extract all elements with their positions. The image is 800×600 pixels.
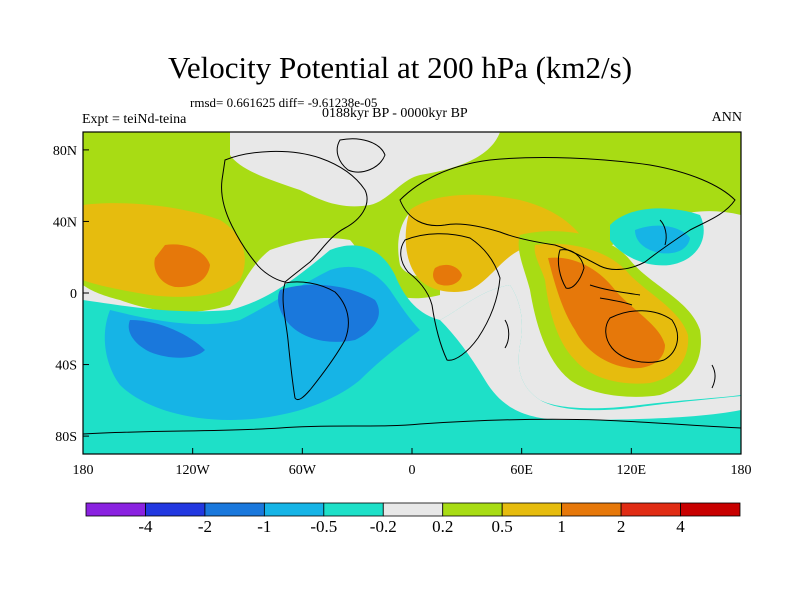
contour-band-neg-1-spacific: [128, 320, 205, 358]
colorbar-label: 0.2: [432, 517, 454, 536]
colorbar-swatch: [442, 502, 503, 517]
coast-south-america: [282, 281, 349, 401]
season-label: ANN: [711, 110, 742, 125]
x-tick-label: 180: [73, 463, 94, 478]
coast-indonesia: [589, 284, 641, 306]
stats-line: rmsd= 0.661625 diff= -9.61238e-05: [190, 95, 378, 110]
x-tick-label: 60W: [289, 463, 317, 478]
y-tick-label: 80S: [55, 430, 77, 445]
x-tick-label: 60E: [510, 463, 533, 478]
contour-band-neg-0-5-japan: [635, 225, 690, 254]
coast-africa: [400, 233, 501, 361]
colorbar-label: 2: [616, 517, 626, 536]
map-title: Velocity Potential at 200 hPa (km2/s): [167, 50, 633, 85]
colorbar-label: 4: [676, 517, 685, 536]
colorbar-swatch: [680, 502, 741, 517]
coast-new-zealand: [711, 364, 716, 389]
colorbar-swatch: [561, 502, 622, 517]
contour-band-neutral-arctic: [230, 132, 500, 207]
coast-greenland: [336, 138, 386, 173]
contour-band-pos-1-pacific-core: [154, 244, 210, 288]
coast-india: [557, 249, 585, 289]
colorbar-swatch: [382, 502, 444, 517]
coast-north-america: [221, 151, 368, 283]
colorbar-label: -4: [138, 517, 153, 536]
x-tick-label: 0: [409, 463, 416, 478]
contour-band-pos-1-africa-core: [433, 264, 462, 286]
y-tick-label: 0: [70, 287, 77, 302]
coast-eurasia: [399, 157, 736, 270]
colorbar-label: 1: [557, 517, 566, 536]
colorbar-label: -2: [197, 517, 212, 536]
colorbar-swatch: [501, 502, 563, 517]
y-tick-label: 40N: [53, 215, 77, 230]
coast-japan: [659, 219, 667, 246]
coastlines: [83, 138, 741, 435]
coast-madagascar: [504, 319, 510, 349]
colorbar-label: -1: [257, 517, 272, 536]
y-tick-label: 40S: [55, 359, 77, 374]
axis-ticks: 180 120W 60W 0 60E 120E 180 80N 40N 0 40S 80S: [53, 144, 752, 478]
coast-antarctica: [83, 418, 741, 435]
colorbar: [85, 502, 741, 517]
colorbar-label: -0.5: [310, 517, 338, 536]
contour-band-neutral-south-atlantic: [440, 285, 741, 420]
x-tick-label: 180: [731, 463, 752, 478]
contour-band-pos-1-indopacific: [548, 257, 665, 369]
colorbar-swatch: [263, 502, 325, 517]
colorbar-swatch: [145, 502, 206, 517]
experiment-label: Expt = teiNd-teina: [82, 112, 187, 127]
colorbar-label: -0.2: [369, 517, 397, 536]
colorbar-swatch: [85, 502, 146, 517]
colorbar-swatch: [323, 502, 384, 517]
x-tick-label: 120E: [617, 463, 647, 478]
colorbar-swatch: [620, 502, 681, 517]
contour-fills: [83, 132, 741, 454]
colorbar-swatch: [204, 502, 265, 517]
colorbar-label: 0.5: [491, 517, 513, 536]
contour-band-neg-1-samerica: [278, 284, 379, 342]
y-tick-label: 80N: [53, 144, 77, 159]
contour-band-pos-0-2-north: [83, 132, 741, 312]
coast-australia: [605, 310, 679, 363]
period-label: 0188kyr BP - 0000kyr BP: [322, 106, 468, 121]
x-tick-label: 120W: [176, 463, 211, 478]
